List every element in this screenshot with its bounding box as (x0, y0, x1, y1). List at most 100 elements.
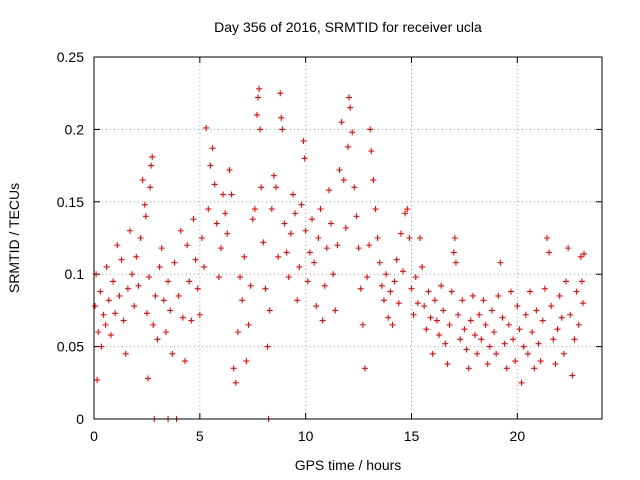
axes: 0 5 10 15 20 0 0.05 0.1 0.15 0.2 0.25 (57, 49, 602, 444)
data-point (497, 259, 504, 266)
data-point (298, 201, 305, 208)
data-point (452, 259, 459, 266)
data-point (410, 311, 417, 318)
data-point (416, 235, 423, 241)
data-point (266, 307, 273, 314)
data-point (323, 245, 330, 252)
data-point (120, 317, 127, 324)
data-point (232, 379, 239, 386)
data-point (222, 210, 229, 217)
data-point (148, 162, 155, 169)
data-point (560, 350, 567, 357)
data-point (387, 288, 394, 295)
data-point (372, 206, 379, 213)
data-point (482, 321, 489, 328)
data-point (156, 263, 163, 270)
data-point (366, 242, 373, 249)
data-point (294, 297, 301, 304)
data-point (292, 210, 299, 217)
data-point (474, 350, 481, 357)
data-point (287, 230, 294, 237)
data-point (147, 184, 154, 191)
data-point (97, 288, 104, 295)
data-point (367, 126, 374, 133)
data-point (302, 227, 309, 234)
data-point (351, 184, 358, 191)
data-point (215, 274, 222, 281)
data-point (319, 317, 326, 324)
data-point (484, 360, 491, 367)
data-point (527, 288, 534, 295)
data-point (446, 321, 453, 328)
data-point (531, 365, 538, 372)
data-point (213, 220, 220, 227)
data-point (239, 297, 246, 304)
data-point (565, 245, 572, 252)
data-point (461, 326, 468, 333)
data-point (143, 310, 150, 317)
data-point (146, 274, 153, 281)
data-point (569, 372, 576, 379)
data-point (304, 278, 311, 285)
data-point (554, 326, 561, 333)
data-point (160, 297, 167, 304)
data-point (349, 129, 356, 136)
data-point (260, 239, 267, 246)
data-point (309, 216, 316, 223)
data-point (279, 126, 286, 133)
data-point (465, 365, 472, 372)
data-point (270, 172, 277, 179)
data-point (139, 177, 146, 184)
data-point (283, 249, 290, 256)
data-point (110, 278, 117, 285)
data-point (385, 314, 392, 321)
y-tick-label: 0.1 (65, 266, 85, 282)
y-tick-label: 0.2 (65, 121, 85, 137)
data-point (438, 282, 445, 289)
data-point (192, 256, 199, 263)
data-point (469, 292, 476, 299)
data-point (317, 206, 324, 213)
plot-frame (93, 56, 603, 420)
data-point (257, 126, 264, 133)
data-point (330, 271, 337, 278)
data-point (182, 358, 189, 365)
data-point (436, 332, 443, 339)
data-point (556, 292, 563, 299)
data-point (167, 307, 174, 314)
data-point (289, 191, 296, 198)
data-points (92, 85, 588, 422)
x-axis-label: GPS time / hours (295, 457, 402, 473)
data-point (440, 307, 447, 314)
data-point (389, 321, 396, 328)
data-point (503, 365, 510, 372)
data-point (516, 326, 523, 333)
data-point (338, 119, 345, 126)
data-point (571, 336, 578, 343)
data-point (419, 263, 426, 270)
data-point (328, 220, 335, 227)
data-point (478, 336, 485, 343)
data-point (444, 360, 451, 367)
data-point (137, 235, 144, 241)
data-point (92, 303, 99, 310)
data-point (154, 336, 161, 343)
data-point (313, 303, 320, 310)
data-point (537, 358, 544, 365)
data-point (448, 288, 455, 295)
data-point (467, 317, 474, 324)
data-point (184, 242, 191, 249)
data-point (522, 311, 529, 318)
data-point (116, 292, 123, 299)
data-point (374, 235, 381, 241)
data-point (433, 317, 440, 324)
data-point (414, 300, 421, 307)
data-point (190, 216, 197, 223)
data-point (455, 311, 462, 318)
data-point (296, 263, 303, 270)
data-point (315, 235, 322, 241)
data-point (278, 114, 285, 121)
data-point (169, 350, 176, 357)
data-point (188, 317, 195, 324)
data-point (472, 332, 478, 339)
